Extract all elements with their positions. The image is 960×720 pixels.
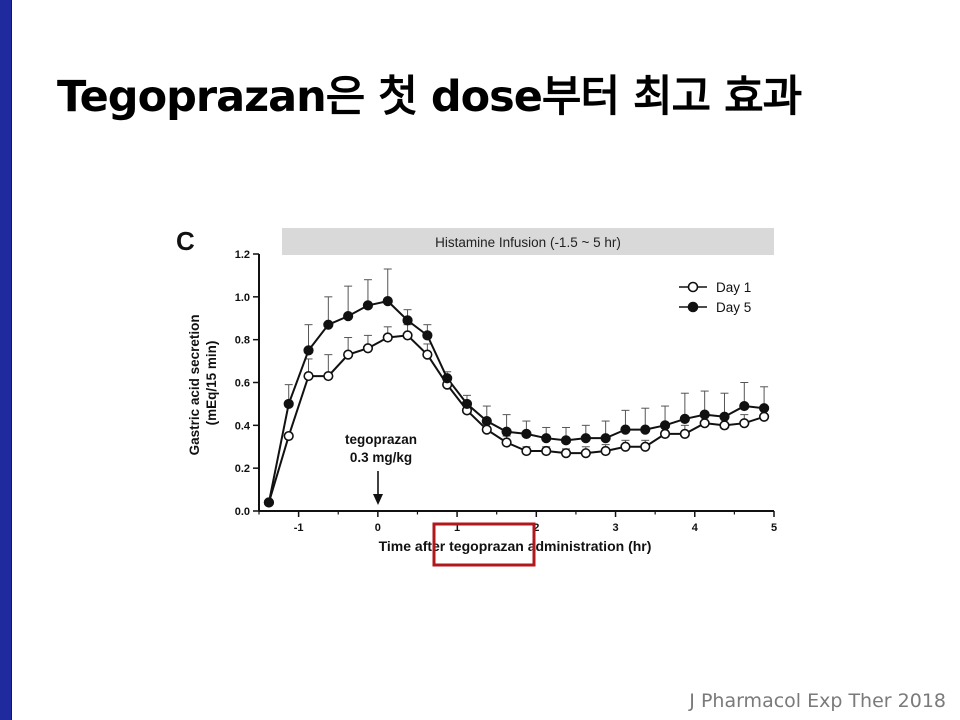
point-day-5 xyxy=(481,415,492,427)
y-tick-label: 0.6 xyxy=(235,378,250,390)
legend-label-day-5: Day 5 xyxy=(716,300,751,315)
x-tick-label: 2 xyxy=(533,522,539,534)
y-axis-label-line-1: Gastric acid secretion xyxy=(187,314,202,455)
point-day-5 xyxy=(580,433,591,444)
point-day-1 xyxy=(640,441,651,452)
point-day-5 xyxy=(442,373,453,384)
x-tick-label: 5 xyxy=(771,522,777,534)
point-day-5 xyxy=(501,426,512,437)
point-day-1 xyxy=(739,418,750,429)
point-day-1 xyxy=(699,418,710,429)
x-axis-label-part-1: Time after xyxy=(379,538,450,554)
point-day-5 xyxy=(560,435,572,446)
point-day-1 xyxy=(620,441,631,452)
x-axis-label: Time after tegoprazan administration (hr… xyxy=(379,538,652,554)
point-day-5 xyxy=(620,424,631,435)
point-day-5 xyxy=(640,424,651,435)
point-day-1 xyxy=(382,332,393,343)
x-ticks: -1 0 1 2 3 4 5 xyxy=(258,511,777,534)
point-day-1 xyxy=(402,330,413,341)
panel-label: C xyxy=(176,226,195,256)
y-tick-label: 1.2 xyxy=(235,249,250,261)
point-day-5 xyxy=(263,497,275,508)
x-axis-label-part-2: tegoprazan xyxy=(449,538,524,554)
point-day-5 xyxy=(283,398,294,410)
slide-accent-bar xyxy=(0,0,12,720)
point-day-5 xyxy=(600,433,611,444)
x-axis-label-part-3: administration (hr) xyxy=(524,538,652,554)
point-day-1 xyxy=(362,343,374,354)
point-day-1 xyxy=(521,445,532,457)
series-lines xyxy=(267,300,765,503)
point-day-1 xyxy=(283,430,294,442)
x-tick-label: 4 xyxy=(692,522,699,534)
legend-marker-day-5 xyxy=(687,301,699,313)
highlight-box xyxy=(432,522,536,567)
point-day-5 xyxy=(461,398,473,410)
point-day-5 xyxy=(541,433,552,444)
point-day-1 xyxy=(501,437,512,448)
point-day-5 xyxy=(382,296,393,307)
point-day-1 xyxy=(679,428,690,440)
series-line-day-5 xyxy=(267,300,765,503)
x-tick-label: 0 xyxy=(375,522,381,534)
error-bars xyxy=(284,268,769,454)
y-tick-label: 1.0 xyxy=(235,292,250,304)
y-tick-label: 0.4 xyxy=(235,420,251,432)
point-day-5 xyxy=(343,311,354,322)
x-tick-label: 1 xyxy=(454,522,460,534)
point-day-1 xyxy=(758,411,770,422)
y-tick-label: 0.0 xyxy=(235,506,250,518)
dose-annotation: tegoprazan 0.3 mg/kg xyxy=(345,432,417,505)
histamine-infusion-label: Histamine Infusion (-1.5 ~ 5 hr) xyxy=(435,235,621,250)
point-day-5 xyxy=(719,411,730,422)
y-axis-label: Gastric acid secretion (mEq/15 min) xyxy=(187,311,219,456)
dose-annotation-line-1: tegoprazan xyxy=(345,432,417,447)
point-day-1 xyxy=(323,370,334,382)
legend-label-day-1: Day 1 xyxy=(716,280,751,295)
point-day-1 xyxy=(303,370,314,382)
point-day-5 xyxy=(758,403,770,414)
y-tick-label: 0.8 xyxy=(235,335,250,347)
slide-title: Tegoprazan은 첫 dose부터 최고 효과 xyxy=(57,72,802,122)
point-day-1 xyxy=(580,448,591,459)
legend-marker-day-1 xyxy=(687,281,699,293)
point-day-1 xyxy=(541,445,552,457)
point-day-5 xyxy=(699,409,710,420)
dose-arrow-head xyxy=(373,494,383,505)
point-day-5 xyxy=(303,345,314,356)
dose-annotation-line-2: 0.3 mg/kg xyxy=(350,450,412,465)
point-day-5 xyxy=(739,400,750,412)
point-day-1 xyxy=(659,428,671,440)
point-day-1 xyxy=(422,349,433,360)
citation: J Pharmacol Exp Ther 2018 xyxy=(689,690,946,712)
y-axis-label-line-2: (mEq/15 min) xyxy=(204,341,219,426)
y-tick-label: 0.2 xyxy=(235,463,250,475)
point-day-1 xyxy=(600,445,611,457)
point-day-5 xyxy=(362,300,374,311)
point-day-1 xyxy=(719,420,730,431)
point-day-5 xyxy=(679,413,690,425)
y-ticks: 0.0 0.2 0.4 0.6 0.8 1.0 1.2 xyxy=(235,249,259,518)
point-day-5 xyxy=(323,319,334,330)
point-day-1 xyxy=(343,349,354,360)
x-tick-label: 3 xyxy=(612,522,618,534)
point-day-5 xyxy=(659,420,671,431)
point-day-1 xyxy=(560,448,572,459)
legend: Day 1 Day 5 xyxy=(679,280,751,315)
point-day-5 xyxy=(521,428,532,440)
series-points xyxy=(263,296,770,508)
point-day-5 xyxy=(402,315,413,326)
point-day-5 xyxy=(422,330,433,341)
point-day-1 xyxy=(481,424,492,435)
x-tick-label: -1 xyxy=(294,522,304,534)
histamine-infusion-banner xyxy=(282,228,774,255)
